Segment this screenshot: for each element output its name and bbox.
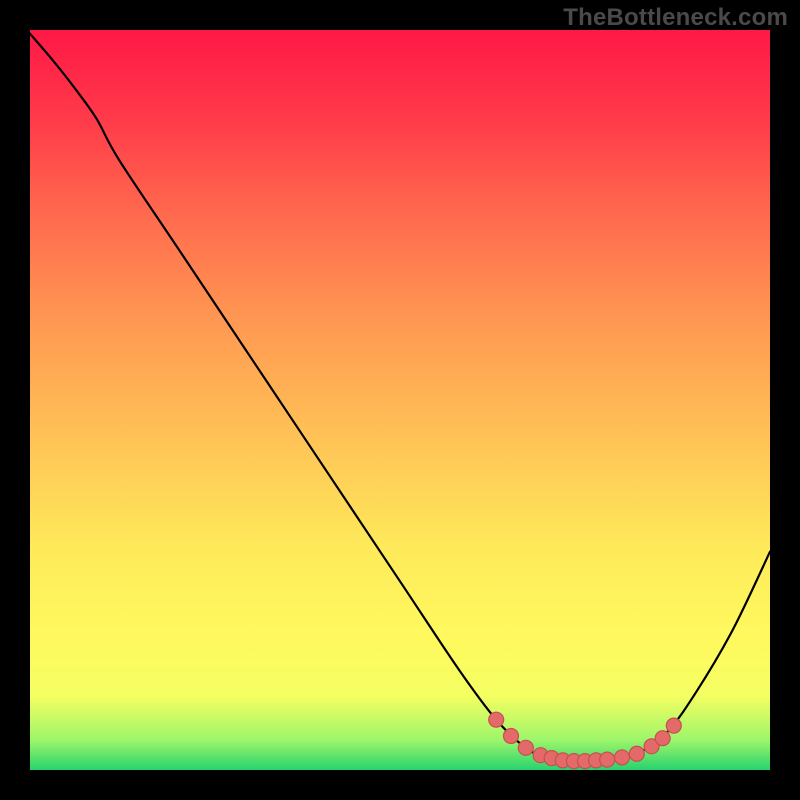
marker-dot bbox=[504, 728, 519, 743]
marker-dot bbox=[489, 712, 504, 727]
watermark-text: TheBottleneck.com bbox=[563, 4, 788, 32]
gradient-background bbox=[30, 30, 770, 770]
bottleneck-chart bbox=[0, 0, 800, 800]
chart-container: TheBottleneck.com bbox=[0, 0, 800, 800]
marker-dot bbox=[655, 731, 670, 746]
marker-dot bbox=[518, 740, 533, 755]
marker-dot bbox=[666, 718, 681, 733]
marker-dot bbox=[600, 752, 615, 767]
marker-dot bbox=[629, 746, 644, 761]
marker-dot bbox=[615, 750, 630, 765]
